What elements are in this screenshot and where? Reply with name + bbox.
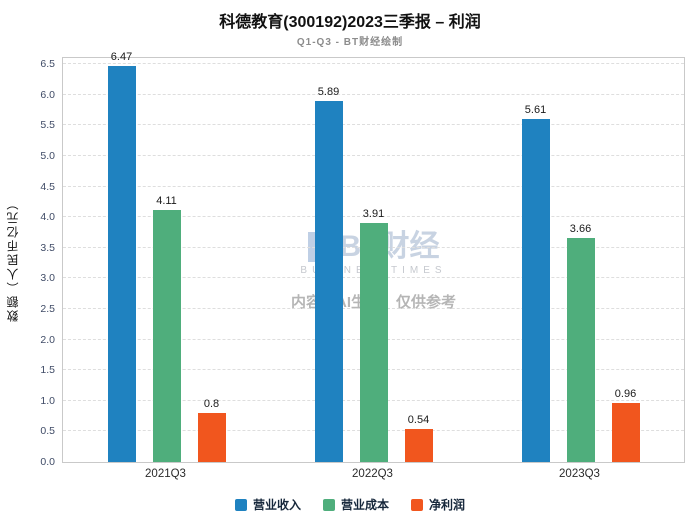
bar-营业收入-2022Q3: 5.89 <box>314 86 343 462</box>
gridline <box>63 63 684 65</box>
x-tick-label: 2022Q3 <box>352 468 393 480</box>
bar-group-2021Q3: 6.47 4.11 0.8 <box>107 51 226 462</box>
legend-label: 营业收入 <box>252 498 301 512</box>
y-tick-label: 3.5 <box>40 241 55 254</box>
bar-value-label: 0.8 <box>203 398 220 411</box>
legend-swatch-icon <box>411 498 423 511</box>
gridline <box>63 124 684 126</box>
bar-group-2022Q3: 5.89 3.91 0.54 <box>314 58 433 462</box>
y-tick-label: 1.0 <box>40 394 55 407</box>
legend-label: 净利润 <box>429 498 466 512</box>
y-tick-label: 2.5 <box>40 302 55 315</box>
bar-净利润-2021Q3: 0.8 <box>197 398 226 462</box>
bar-营业收入-2023Q3: 5.61 <box>521 104 550 462</box>
bar-value-label: 4.11 <box>156 195 177 208</box>
bar-净利润-2023Q3: 0.96 <box>611 388 640 462</box>
bar-营业成本-2022Q3: 3.91 <box>359 208 388 462</box>
plot-area: BT财经 BUSINESSTIMES 内容由AI生成，仅供参考 0.00.51.… <box>40 51 685 468</box>
bar-value-label: 5.89 <box>317 86 340 99</box>
gridline <box>63 154 684 156</box>
y-tick-label: 6.0 <box>40 88 55 101</box>
y-tick-label: 2.0 <box>40 333 55 346</box>
bar-value-label: 3.91 <box>362 207 385 220</box>
y-tick-label: 5.5 <box>40 119 55 132</box>
x-axis-labels: 2021Q3 2022Q3 2023Q3 <box>62 468 683 480</box>
legend-label: 营业成本 <box>340 498 389 512</box>
gridline <box>63 185 684 187</box>
y-tick-label: 0.0 <box>40 456 55 468</box>
bar-groups: 6.47 4.11 0.8 5.89 3.91 0.54 5.61 3.66 0.96 <box>63 51 684 462</box>
legend-swatch-icon <box>234 498 247 511</box>
y-tick-label: 3.0 <box>40 272 55 285</box>
bar-营业成本-2023Q3: 3.66 <box>566 223 595 462</box>
bar-value-label: 3.66 <box>569 222 592 235</box>
bar-value-label: 0.54 <box>407 413 430 426</box>
y-tick-label: 6.5 <box>40 58 55 71</box>
gridline <box>63 93 684 95</box>
legend: 营业收入 营业成本 净利润 <box>0 496 700 513</box>
bar-value-label: 6.47 <box>110 50 133 63</box>
x-tick-label: 2023Q3 <box>559 468 600 480</box>
bar-group-2023Q3: 5.61 3.66 0.96 <box>521 58 640 462</box>
bar-营业收入-2021Q3: 6.47 <box>107 51 136 462</box>
bar-value-label: 5.61 <box>524 103 547 116</box>
x-tick-label: 2021Q3 <box>145 468 186 480</box>
y-tick-label: 4.5 <box>40 180 55 193</box>
y-tick-label: 0.5 <box>40 425 55 438</box>
legend-swatch-icon <box>322 498 335 511</box>
y-tick-label: 5.0 <box>40 149 55 162</box>
bar-营业成本-2021Q3: 4.11 <box>152 195 181 462</box>
legend-item-营业成本[interactable]: 营业成本 <box>322 496 389 513</box>
chart-title: 科德教育(300192)2023三季报 – 利润 <box>219 14 481 31</box>
bar-净利润-2022Q3: 0.54 <box>404 414 433 462</box>
chart-subtitle: Q1-Q3 - BT财经绘制 <box>296 37 404 48</box>
legend-item-净利润[interactable]: 净利润 <box>411 496 465 513</box>
y-tick-label: 1.5 <box>40 364 55 377</box>
legend-item-营业收入[interactable]: 营业收入 <box>234 496 301 513</box>
bar-value-label: 0.96 <box>614 388 637 401</box>
y-tick-label: 4.0 <box>40 211 55 224</box>
gridline <box>63 216 684 218</box>
